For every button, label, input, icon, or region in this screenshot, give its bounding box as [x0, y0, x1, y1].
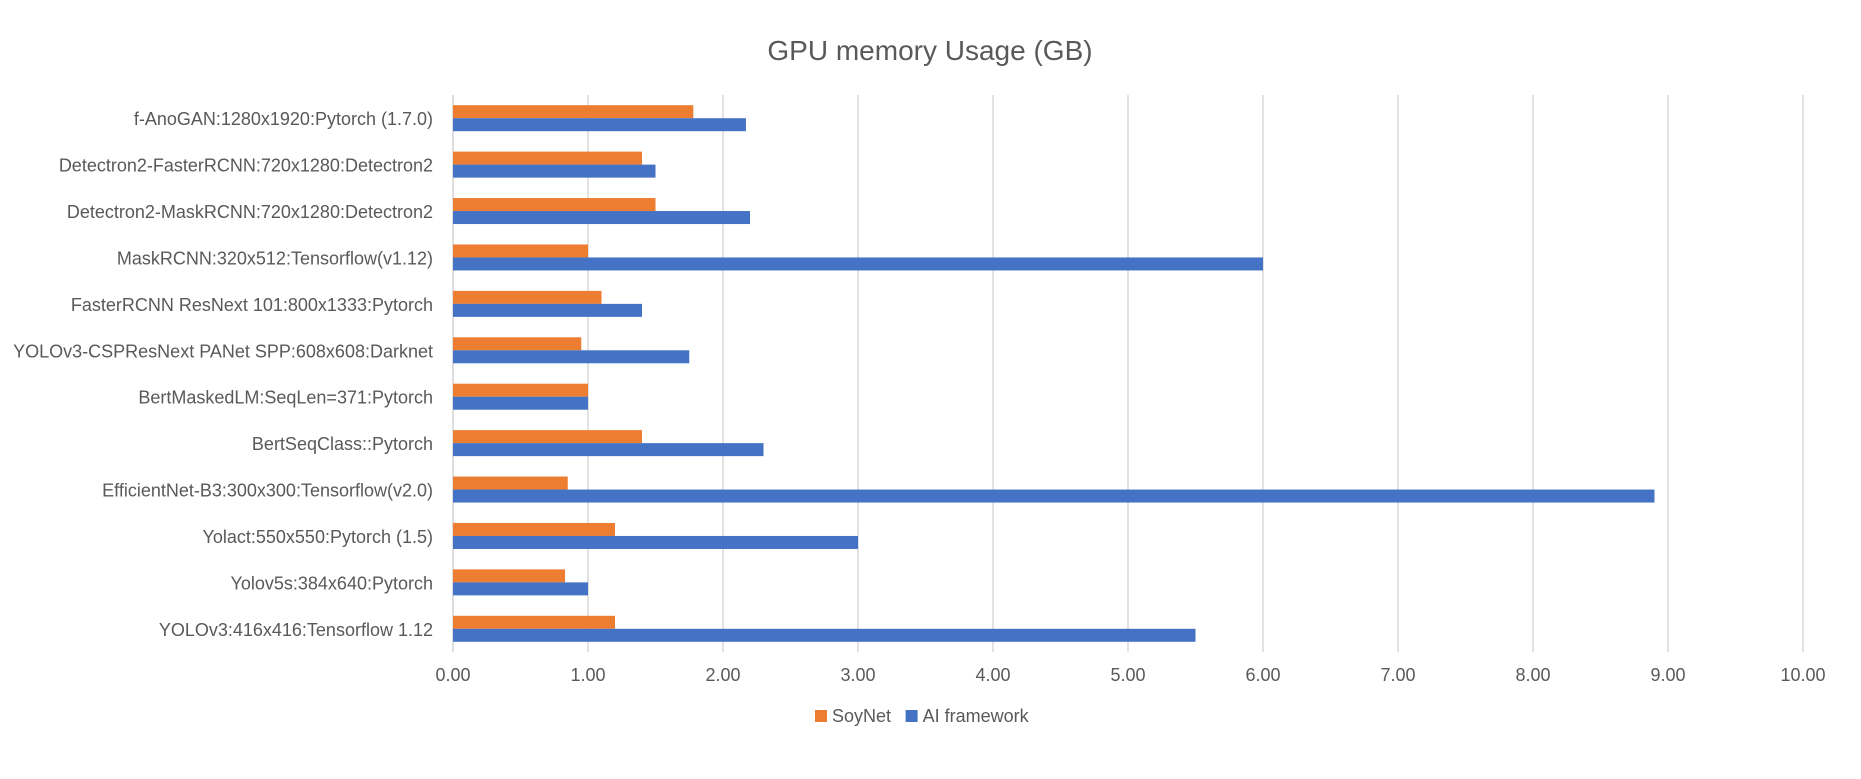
category-label: Yolov5s:384x640:Pytorch — [231, 573, 433, 593]
x-tick-labels: 0.00 1.00 2.00 3.00 4.00 5.00 6.00 7.00 8.00 9.00… — [435, 665, 1825, 685]
bar-ai-framework — [453, 396, 588, 410]
category-label: YOLOv3:416x416:Tensorflow 1.12 — [159, 620, 433, 640]
bar-ai-framework — [453, 303, 642, 317]
bar-soynet — [453, 569, 566, 583]
bars — [453, 105, 1655, 642]
x-tick-label: 0.00 — [435, 665, 470, 685]
bar-ai-framework — [453, 118, 746, 132]
bar-ai-framework — [453, 628, 1196, 642]
legend: SoyNet AI framework — [815, 706, 1030, 726]
bar-soynet — [453, 430, 642, 444]
bar-soynet — [453, 105, 694, 119]
category-label: FasterRCNN ResNext 101:800x1333:Pytorch — [71, 295, 433, 315]
x-tick-label: 6.00 — [1245, 665, 1280, 685]
category-label: YOLOv3-CSPResNext PANet SPP:608x608:Dark… — [13, 341, 433, 361]
bar-soynet — [453, 522, 615, 536]
x-tick-label: 3.00 — [840, 665, 875, 685]
bar-ai-framework — [453, 164, 656, 178]
bar-ai-framework — [453, 489, 1655, 503]
x-tick-label: 4.00 — [975, 665, 1010, 685]
legend-swatch — [905, 710, 918, 722]
bar-soynet — [453, 383, 588, 397]
x-tick-label: 2.00 — [705, 665, 740, 685]
bar-ai-framework — [453, 211, 750, 225]
x-tick-label: 10.00 — [1780, 665, 1825, 685]
x-tick-label: 1.00 — [570, 665, 605, 685]
category-label: Yolact:550x550:Pytorch (1.5) — [203, 527, 433, 547]
bar-soynet — [453, 290, 602, 304]
bar-ai-framework — [453, 350, 690, 364]
bar-soynet — [453, 198, 656, 212]
category-label: Detectron2-MaskRCNN:720x1280:Detectron2 — [67, 202, 433, 222]
x-tick-label: 8.00 — [1515, 665, 1550, 685]
category-labels: f-AnoGAN:1280x1920:Pytorch (1.7.0) Detect… — [13, 109, 433, 640]
x-tick-label: 9.00 — [1650, 665, 1685, 685]
gridlines — [452, 95, 1804, 652]
bar-ai-framework — [453, 582, 588, 596]
bar-soynet — [453, 151, 642, 165]
bar-soynet — [453, 244, 588, 258]
category-label: EfficientNet-B3:300x300:Tensorflow(v2.0) — [102, 481, 433, 501]
category-label: f-AnoGAN:1280x1920:Pytorch (1.7.0) — [134, 109, 433, 129]
x-tick-label: 5.00 — [1110, 665, 1145, 685]
legend-label: SoyNet — [832, 706, 891, 726]
category-label: BertSeqClass::Pytorch — [252, 434, 433, 454]
category-label: Detectron2-FasterRCNN:720x1280:Detectron… — [59, 156, 433, 176]
category-label: MaskRCNN:320x512:Tensorflow(v1.12) — [117, 248, 433, 268]
x-tick-label: 7.00 — [1380, 665, 1415, 685]
legend-swatch — [815, 710, 827, 722]
bar-soynet — [453, 337, 582, 351]
category-label: BertMaskedLM:SeqLen=371:Pytorch — [138, 388, 433, 408]
bar-ai-framework — [453, 443, 764, 457]
bar-ai-framework — [453, 535, 858, 549]
bar-soynet — [453, 615, 615, 629]
bar-soynet — [453, 476, 568, 490]
chart-title: GPU memory Usage (GB) — [767, 35, 1092, 66]
legend-label: AI framework — [923, 706, 1030, 726]
bar-ai-framework — [453, 257, 1263, 271]
